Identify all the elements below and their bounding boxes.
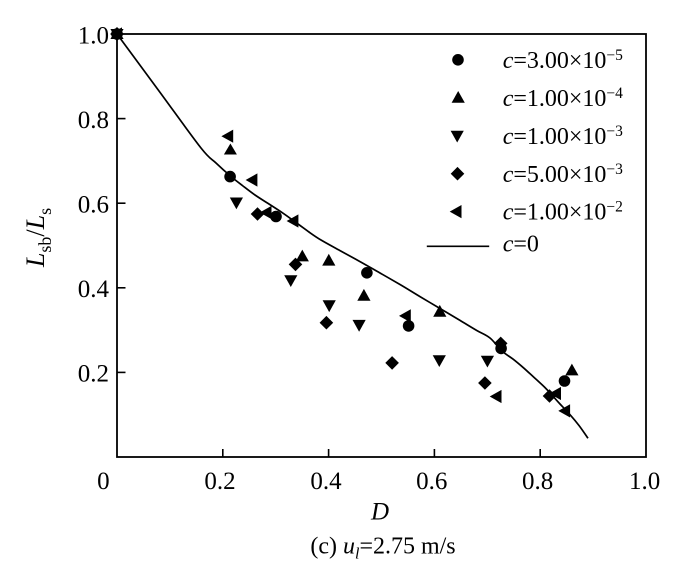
svg-text:c=3.00×10−5: c=3.00×10−5 [503, 47, 623, 74]
svg-text:D: D [370, 499, 389, 526]
svg-text:0.4: 0.4 [78, 276, 110, 303]
svg-text:c=5.00×10−3: c=5.00×10−3 [503, 161, 623, 188]
svg-text:0.2: 0.2 [204, 468, 235, 495]
svg-text:Lsb/Ls: Lsb/Ls [21, 208, 55, 268]
svg-text:c=1.00×10−4: c=1.00×10−4 [503, 85, 623, 112]
svg-text:0: 0 [97, 468, 110, 495]
svg-text:0.6: 0.6 [416, 468, 447, 495]
svg-text:1.0: 1.0 [78, 22, 109, 49]
svg-text:(c) ul=2.75 m/s: (c) ul=2.75 m/s [310, 534, 455, 563]
svg-text:0.8: 0.8 [522, 468, 553, 495]
svg-text:0.2: 0.2 [78, 361, 109, 388]
svg-text:c=1.00×10−2: c=1.00×10−2 [503, 199, 623, 226]
svg-text:c=0: c=0 [503, 232, 539, 258]
svg-text:0.8: 0.8 [78, 107, 109, 134]
svg-text:0.4: 0.4 [310, 468, 342, 495]
svg-text:c=1.00×10−3: c=1.00×10−3 [503, 123, 623, 150]
svg-text:1.0: 1.0 [629, 468, 660, 495]
svg-text:0.6: 0.6 [78, 192, 109, 219]
